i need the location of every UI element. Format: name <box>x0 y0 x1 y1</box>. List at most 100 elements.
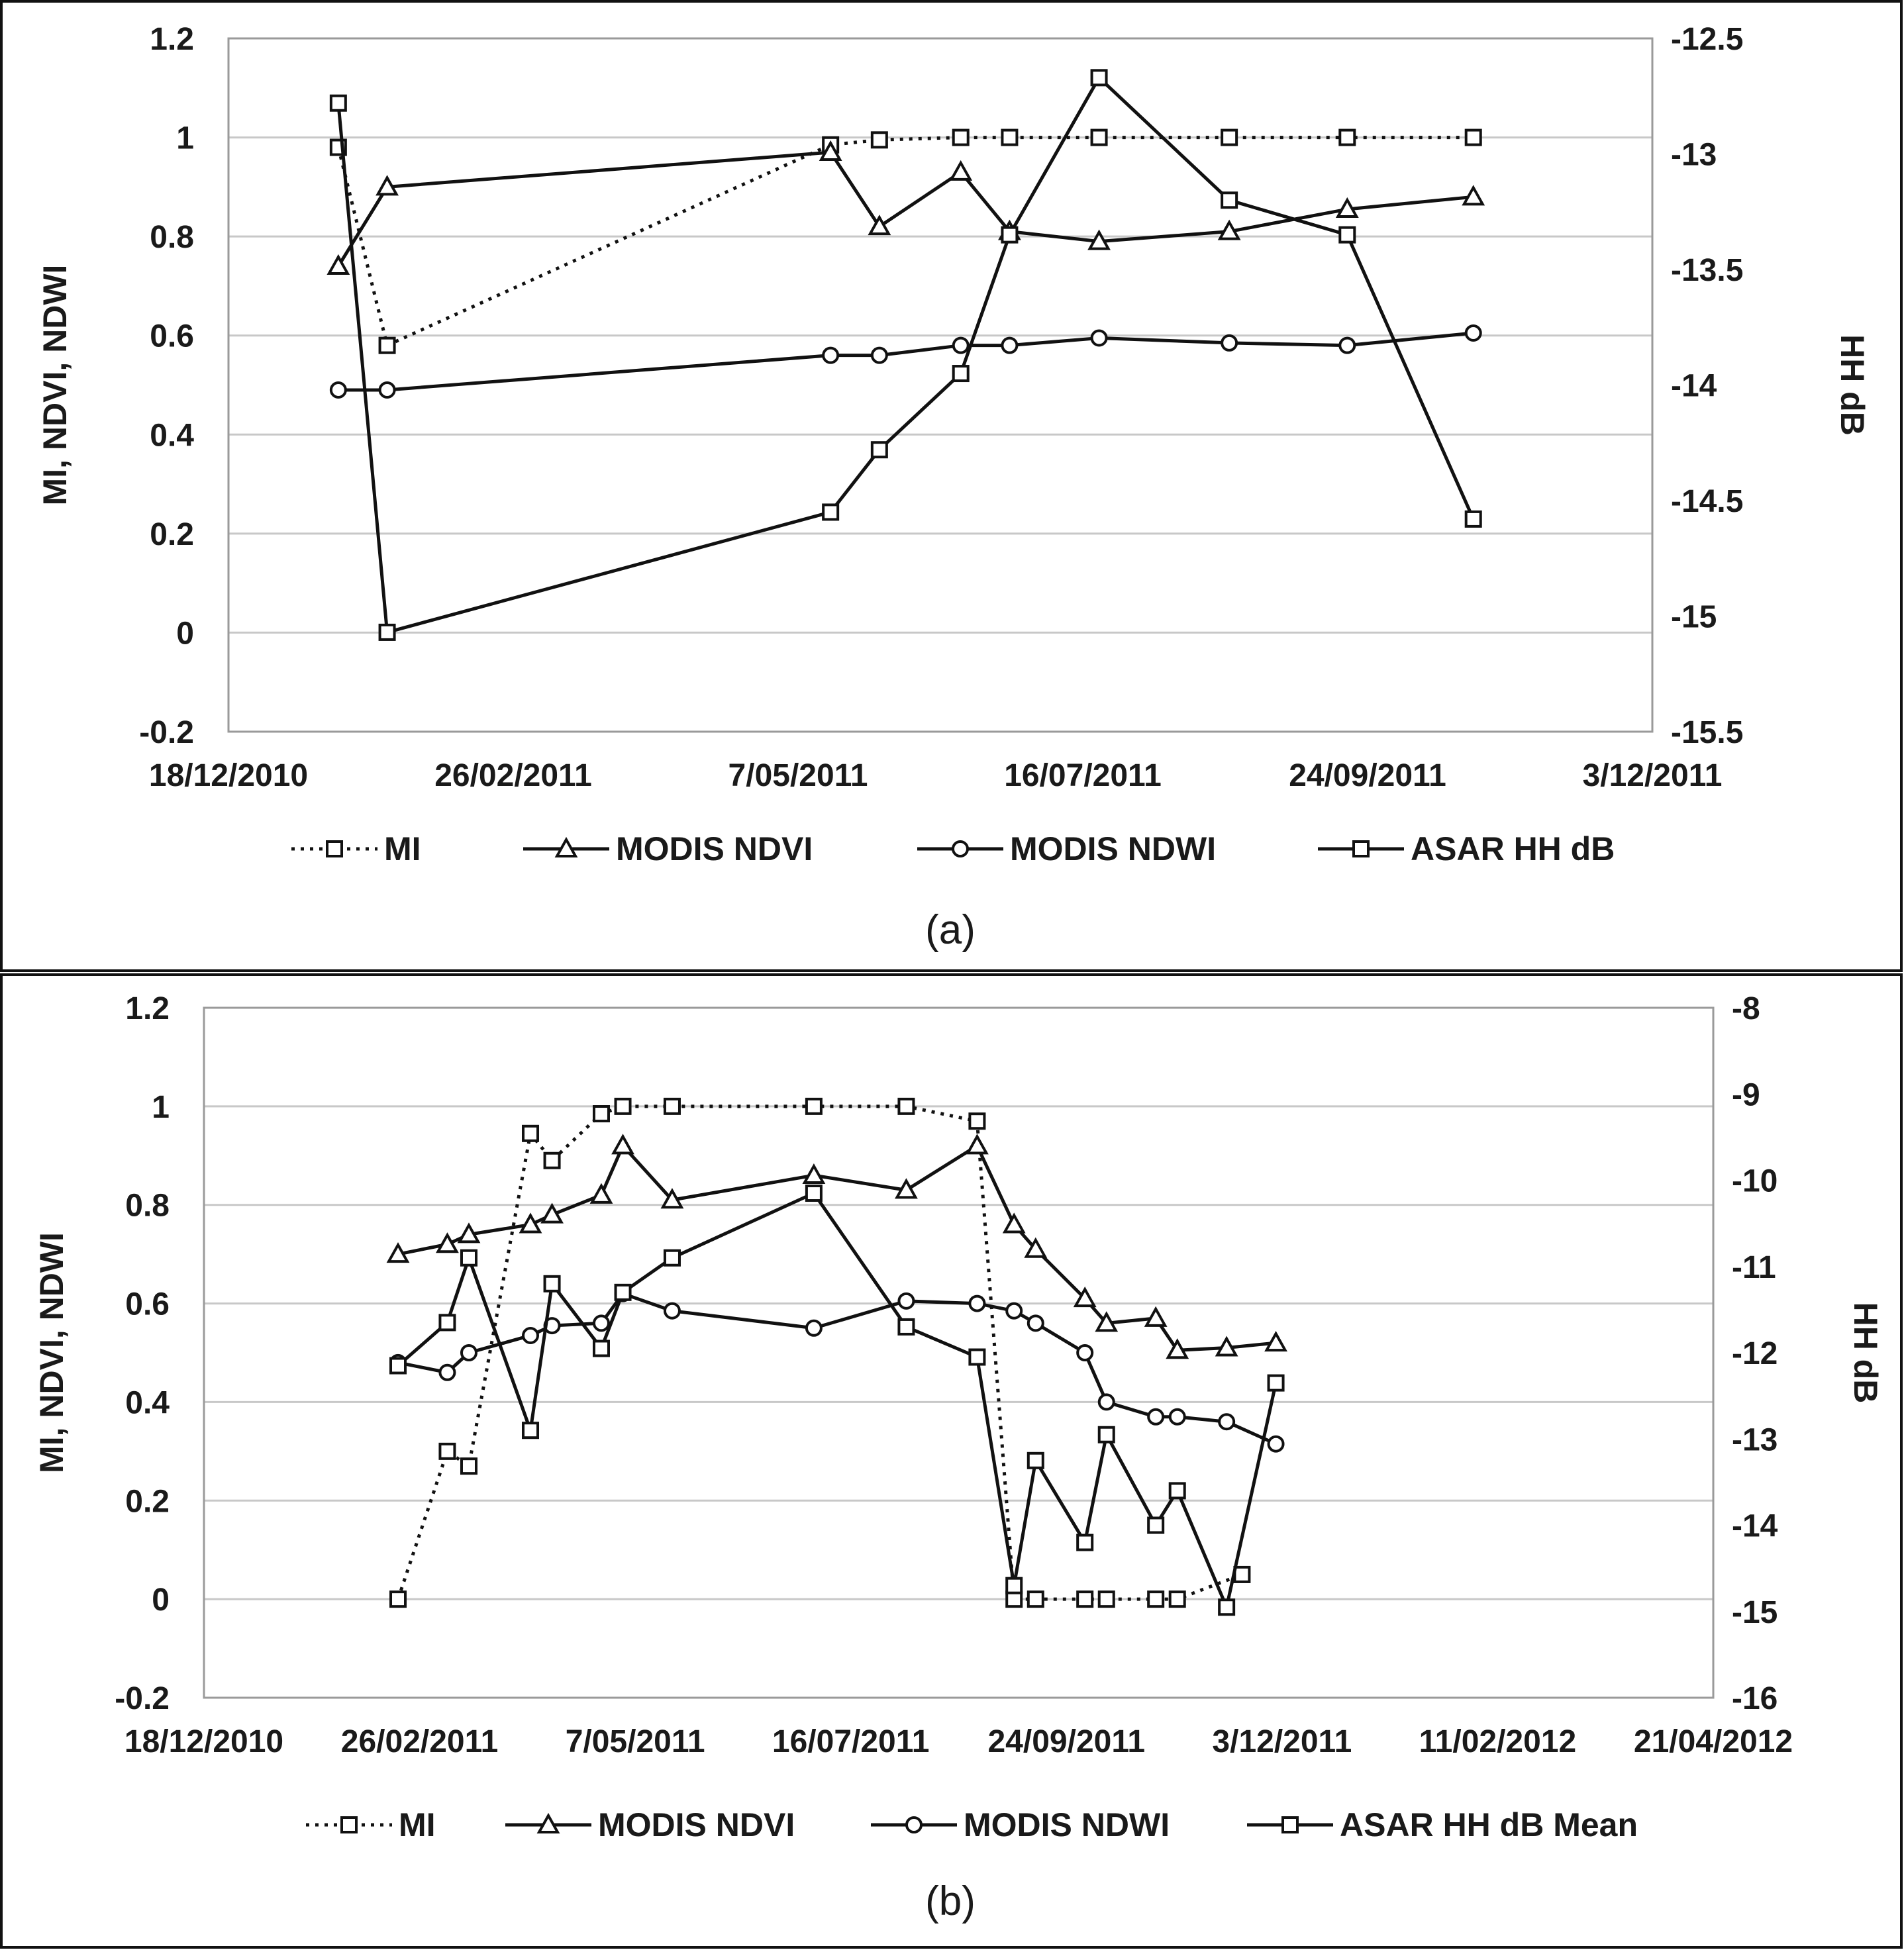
data-point-modis-ndwi <box>1221 334 1238 352</box>
data-point-modis-ndvi <box>1166 1338 1189 1359</box>
legend-label: MI <box>384 830 421 867</box>
data-point-mi <box>1147 1590 1165 1608</box>
data-point-modis-ndvi <box>376 175 399 196</box>
legend-marker <box>326 840 343 857</box>
y2-axis-title-a: HH dB <box>1834 334 1871 436</box>
data-point-asar-hh-db <box>952 365 970 383</box>
data-point-mi <box>460 1457 477 1475</box>
data-point-asar-hh-db-mean <box>897 1318 915 1336</box>
data-point-modis-ndwi <box>1097 1393 1115 1411</box>
legend-label: MODIS NDWI <box>964 1806 1170 1843</box>
y-axis-title-a: MI, NDVI, NDWI <box>36 265 74 506</box>
data-point-mi <box>389 1590 407 1608</box>
data-point-modis-ndwi <box>1027 1314 1044 1332</box>
y2-tick-label: -16 <box>1732 1681 1778 1716</box>
data-point-modis-ndwi <box>663 1302 681 1320</box>
data-point-modis-ndwi <box>822 346 840 364</box>
data-point-modis-ndvi <box>1073 1287 1097 1308</box>
y2-tick-label: -10 <box>1732 1164 1778 1199</box>
data-point-asar-hh-db <box>1338 226 1356 244</box>
data-point-modis-ndvi <box>1144 1306 1168 1327</box>
plot-frame-b <box>203 1006 1715 1699</box>
data-point-asar-hh-db <box>822 503 840 521</box>
legend-label: ASAR HH dB Mean <box>1340 1806 1638 1843</box>
y2-axis-title-b: HH dB <box>1847 1302 1884 1404</box>
legend-item-modis-ndvi: MODIS NDVI <box>523 830 813 867</box>
data-point-modis-ndvi <box>802 1163 826 1185</box>
data-point-asar-hh-db-mean <box>1027 1451 1044 1469</box>
data-point-mi <box>1233 1565 1251 1583</box>
y2-tick-label: -14 <box>1732 1509 1778 1544</box>
legend-label: MODIS NDWI <box>1010 830 1216 867</box>
series-line-asar-hh-db-mean <box>397 1191 1278 1609</box>
y-tick-label: 1.2 <box>150 22 194 57</box>
legend-marker <box>905 1816 923 1833</box>
legend-marker <box>1352 840 1370 857</box>
data-point-mi <box>1076 1590 1094 1608</box>
data-point-asar-hh-db-mean <box>438 1314 456 1332</box>
data-point-modis-ndwi <box>1218 1413 1236 1431</box>
data-point-asar-hh-db-mean <box>389 1357 407 1375</box>
plot-frame-a <box>227 37 1654 733</box>
data-point-modis-ndvi <box>1264 1331 1287 1352</box>
legend-item-mi: MI <box>306 1806 436 1843</box>
y2-tick-label: -13.5 <box>1671 253 1743 288</box>
y-tick-label: 0.2 <box>150 517 194 552</box>
x-tick-label: 11/02/2012 <box>1419 1724 1577 1759</box>
legend-item-mi: MI <box>291 830 421 867</box>
data-point-mi <box>870 131 888 149</box>
data-point-modis-ndwi <box>1464 324 1482 342</box>
data-point-mi <box>592 1105 610 1123</box>
series-modis-ndvi <box>386 1134 1287 1359</box>
x-tick-label: 21/04/2012 <box>1634 1724 1793 1759</box>
series-line-mi <box>396 1104 1243 1601</box>
data-point-asar-hh-db-mean <box>1076 1534 1094 1551</box>
legend-label: MODIS NDVI <box>616 830 813 867</box>
data-point-asar-hh-db <box>1090 69 1108 87</box>
y2-tick-label: -14.5 <box>1671 484 1743 519</box>
x-tick-label: 3/12/2011 <box>1212 1724 1352 1759</box>
legend-marker <box>554 836 578 857</box>
data-point-mi <box>1097 1590 1115 1608</box>
series-mi <box>389 1097 1251 1608</box>
data-point-modis-ndwi <box>460 1344 477 1361</box>
data-point-modis-ndwi <box>1267 1435 1285 1453</box>
data-point-asar-hh-db <box>870 441 888 459</box>
legend-marker <box>536 1812 560 1833</box>
data-point-asar-hh-db-mean <box>460 1249 477 1267</box>
panel-b-border <box>0 973 1903 1949</box>
series-line-mi <box>336 136 1474 348</box>
x-tick-label: 16/07/2011 <box>772 1724 930 1759</box>
series-mi <box>329 128 1482 354</box>
series-modis-ndvi <box>326 140 1485 275</box>
data-point-asar-hh-db-mean <box>805 1185 823 1202</box>
series-line-modis-ndwi <box>338 331 1474 392</box>
y-tick-label: 0 <box>176 616 194 651</box>
y-tick-label: 0.4 <box>150 418 194 453</box>
data-point-modis-ndwi <box>968 1294 986 1312</box>
data-point-modis-ndvi <box>1462 185 1485 206</box>
data-point-modis-ndwi <box>1168 1408 1186 1426</box>
data-point-asar-hh-db <box>1221 191 1238 209</box>
data-point-modis-ndvi <box>1002 1212 1026 1234</box>
data-point-modis-ndvi <box>326 254 350 275</box>
data-point-modis-ndvi <box>519 1212 542 1234</box>
data-point-asar-hh-db-mean <box>1147 1516 1165 1534</box>
data-point-modis-ndvi <box>949 160 973 181</box>
data-point-modis-ndvi <box>1095 1311 1119 1332</box>
data-point-asar-hh-db-mean <box>1218 1598 1236 1616</box>
data-point-modis-ndwi <box>1001 336 1019 354</box>
data-point-modis-ndvi <box>868 215 891 236</box>
data-point-mi <box>1338 128 1356 146</box>
legend-item-modis-ndwi: MODIS NDWI <box>871 1806 1170 1843</box>
data-point-modis-ndvi <box>386 1242 410 1263</box>
data-point-modis-ndwi <box>897 1292 915 1310</box>
legend-item-modis-ndwi: MODIS NDWI <box>917 830 1216 867</box>
legend-marker <box>1281 1816 1299 1833</box>
data-point-asar-hh-db-mean <box>543 1275 561 1292</box>
x-tick-label: 18/12/2010 <box>149 758 308 793</box>
x-tick-label: 7/05/2011 <box>728 758 868 793</box>
x-tick-label: 26/02/2011 <box>341 1724 499 1759</box>
data-point-asar-hh-db-mean <box>1168 1482 1186 1500</box>
legend-label: MODIS NDVI <box>598 1806 795 1843</box>
